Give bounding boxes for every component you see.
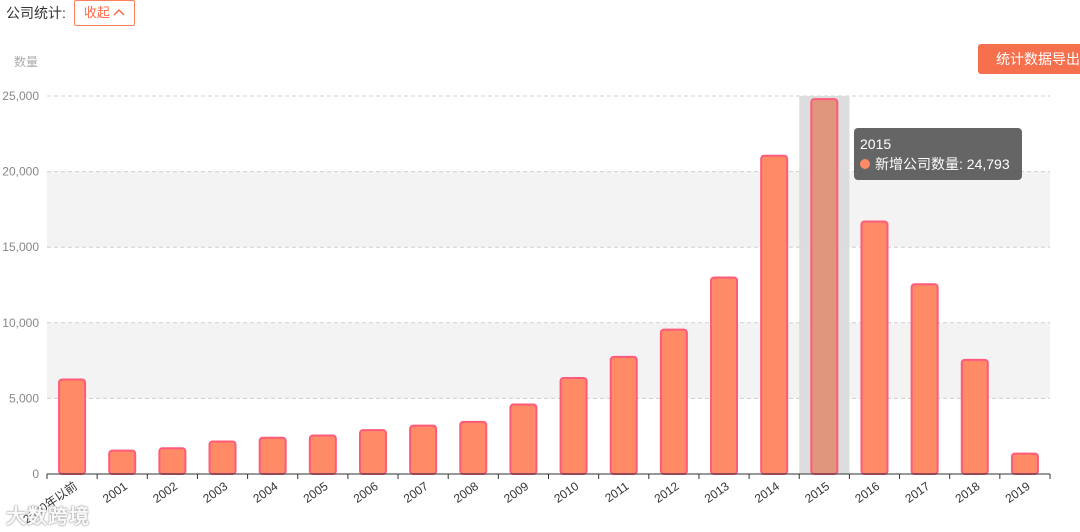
x-tick-label: 2004: [250, 479, 280, 506]
bar-2012[interactable]: [659, 328, 688, 475]
y-tick-label: 15,000: [2, 240, 39, 254]
x-tick-label: 2001: [100, 479, 130, 506]
x-tick-label: 2014: [752, 479, 782, 506]
y-tick-label: 25,000: [2, 89, 39, 103]
bar-2017[interactable]: [910, 283, 939, 475]
bar-2011[interactable]: [609, 355, 638, 476]
x-tick-label: 2009: [501, 479, 531, 506]
tooltip-title: 2015: [860, 136, 892, 152]
y-tick-label: 0: [32, 467, 39, 481]
y-tick-label: 5,000: [9, 391, 39, 405]
bar-2008[interactable]: [459, 420, 488, 475]
x-tick-label: 2016: [852, 479, 882, 506]
company-stats-label: 公司统计:: [6, 5, 66, 21]
x-tick-label: 2015: [802, 479, 832, 506]
x-tick-label: 2008: [451, 479, 481, 506]
series-dot-icon: [860, 159, 870, 169]
watermark-logo: 大数跨境: [6, 506, 90, 528]
x-tick-label: 2007: [401, 479, 431, 506]
bar-2001[interactable]: [108, 449, 137, 475]
chevron-up-icon: [113, 4, 125, 22]
y-tick-label: 10,000: [2, 316, 39, 330]
bar-2015[interactable]: [810, 98, 839, 475]
collapse-label: 收起: [83, 5, 110, 20]
bar-2019[interactable]: [1010, 452, 1039, 476]
bar-2003[interactable]: [208, 440, 237, 476]
bar-2010[interactable]: [559, 376, 588, 476]
export-stats-button[interactable]: 统计数据导出: [978, 44, 1080, 74]
y-axis-label: 数量: [14, 54, 38, 69]
x-tick-label: 2005: [301, 479, 331, 506]
x-tick-label: 2013: [702, 479, 732, 506]
bar-2005[interactable]: [308, 434, 337, 475]
x-tick-label: 2010: [551, 479, 581, 506]
x-tick-label: 2019: [1003, 479, 1033, 506]
bar-2009[interactable]: [509, 403, 538, 475]
bar-2004[interactable]: [258, 436, 287, 476]
x-tick-label: 2002: [150, 479, 180, 506]
bar-2014[interactable]: [760, 154, 789, 475]
bar-2002[interactable]: [158, 447, 187, 475]
x-tick-label: 2018: [953, 479, 983, 506]
tooltip-series-label: 新增公司数量:: [875, 156, 963, 172]
bar-2000年以前[interactable]: [58, 378, 87, 475]
bar-2018[interactable]: [960, 358, 989, 475]
collapse-button[interactable]: 收起: [73, 0, 135, 26]
grid-band: [47, 322, 1050, 399]
x-tick-label: 2012: [652, 479, 682, 506]
x-tick-label: 2011: [602, 479, 631, 505]
grid-band: [47, 171, 1050, 248]
bar-2016[interactable]: [860, 220, 889, 475]
company-stats-header: 公司统计: 收起: [6, 0, 135, 26]
tooltip-value: 24,793: [966, 156, 1010, 172]
x-tick-label: 2006: [351, 479, 381, 506]
bar-2013[interactable]: [710, 276, 739, 475]
bar-tooltip: 2015 新增公司数量: 24,793: [854, 128, 1022, 180]
x-tick-label: 2017: [902, 479, 932, 506]
bar-2007[interactable]: [409, 424, 438, 475]
y-tick-label: 20,000: [2, 165, 39, 179]
bar-2006[interactable]: [358, 429, 387, 476]
x-tick-label: 2003: [200, 479, 230, 506]
